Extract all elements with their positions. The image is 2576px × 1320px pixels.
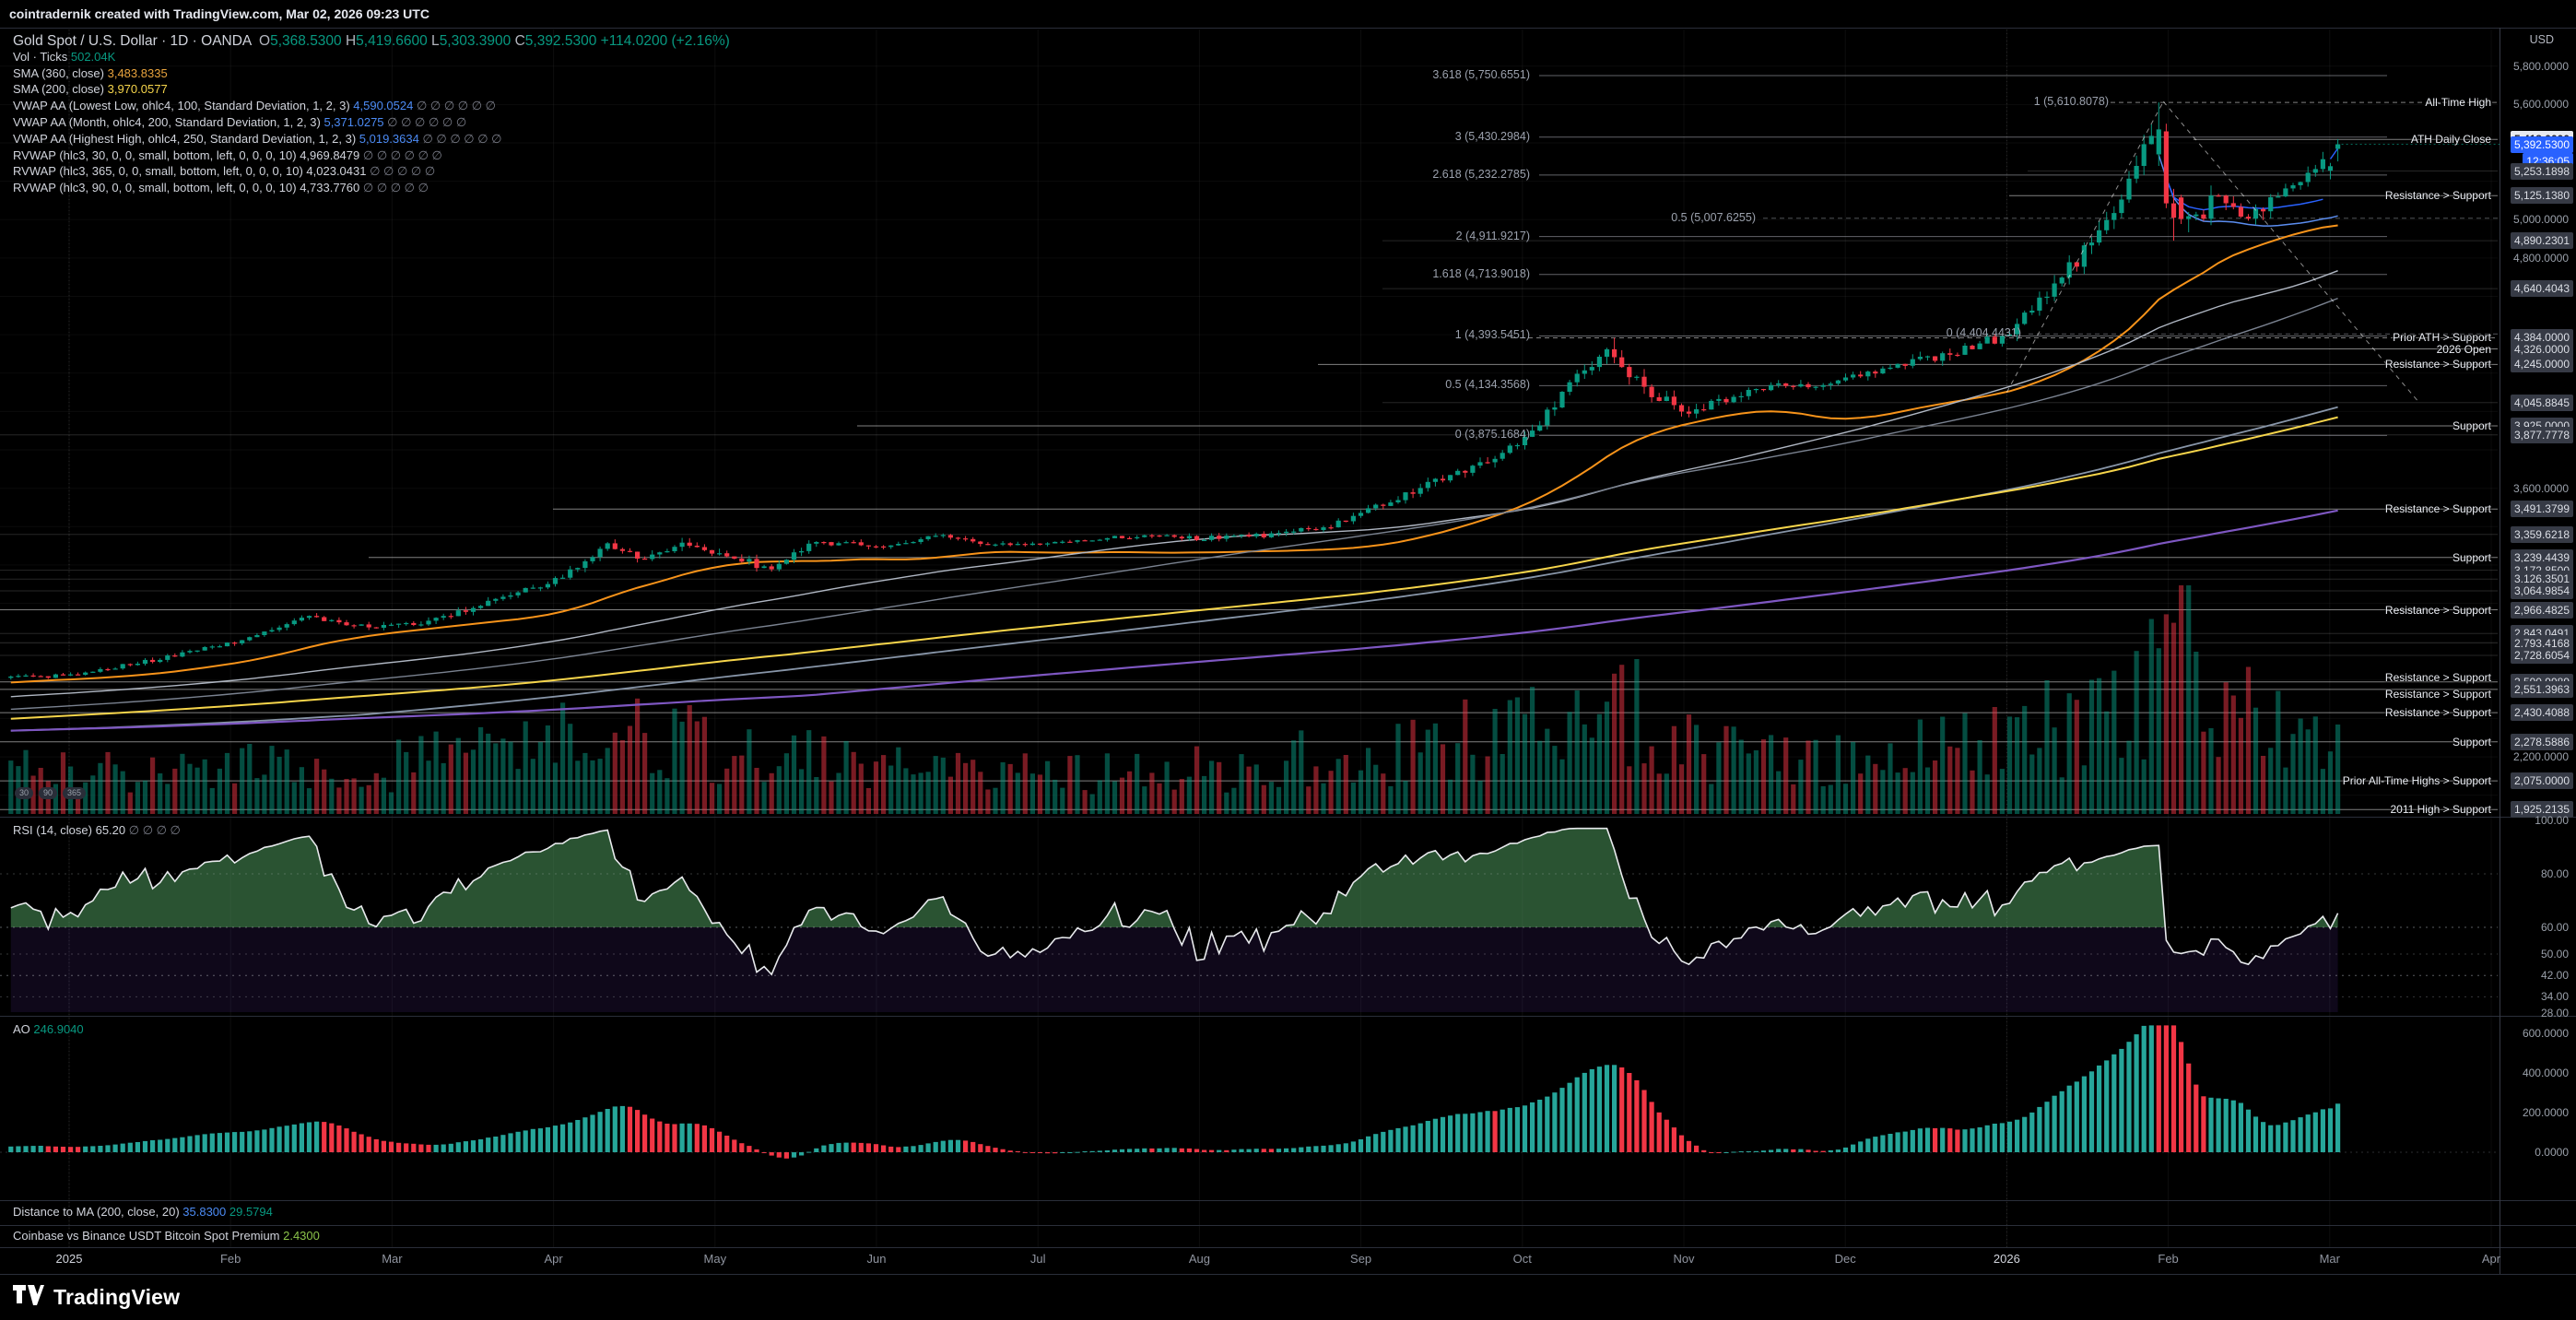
price-scale-currency: USD xyxy=(2529,33,2554,46)
footer-logo-bar[interactable]: TradingView xyxy=(0,1274,2576,1320)
faint-level-lines xyxy=(0,171,2498,656)
vwap-lowest-low-line xyxy=(10,297,2338,711)
rsi-overbought-fill xyxy=(49,830,723,927)
vwap-month-line xyxy=(2329,147,2339,159)
ao-histogram xyxy=(8,1025,2341,1159)
sma200-line xyxy=(10,416,2338,720)
rsi-underfill xyxy=(10,828,2338,1012)
tradingview-logo-icon xyxy=(13,1285,44,1310)
trendlines[interactable] xyxy=(2006,100,2419,403)
volume-histogram xyxy=(8,585,2341,814)
rsi-line xyxy=(10,827,2339,976)
moving-average-lines[interactable] xyxy=(10,147,2339,732)
rsi-overbought-fill xyxy=(1766,919,1788,927)
rvwap30-line xyxy=(10,224,2338,684)
rvwap90-line xyxy=(10,270,2338,698)
credit-bar: cointradernik created with TradingView.c… xyxy=(0,0,2576,28)
sma360-line xyxy=(10,509,2338,732)
tradingview-logo-text: TradingView xyxy=(53,1285,181,1309)
rsi-overbought-fill xyxy=(892,896,968,927)
credit-text: cointradernik created with TradingView.c… xyxy=(9,6,429,21)
rsi-overbought-fill xyxy=(794,907,863,927)
candlestick-layer xyxy=(8,102,2341,680)
pane-separators xyxy=(0,28,2576,1274)
fib-retracement-lines[interactable] xyxy=(1539,75,2498,436)
rsi-overbought-fill xyxy=(1829,845,2166,927)
rsi-overbought-fill xyxy=(10,902,48,927)
grid-layer xyxy=(0,29,2498,1247)
vwap-month-line xyxy=(2165,178,2323,211)
rsi-overbought-fill xyxy=(1283,828,1648,927)
